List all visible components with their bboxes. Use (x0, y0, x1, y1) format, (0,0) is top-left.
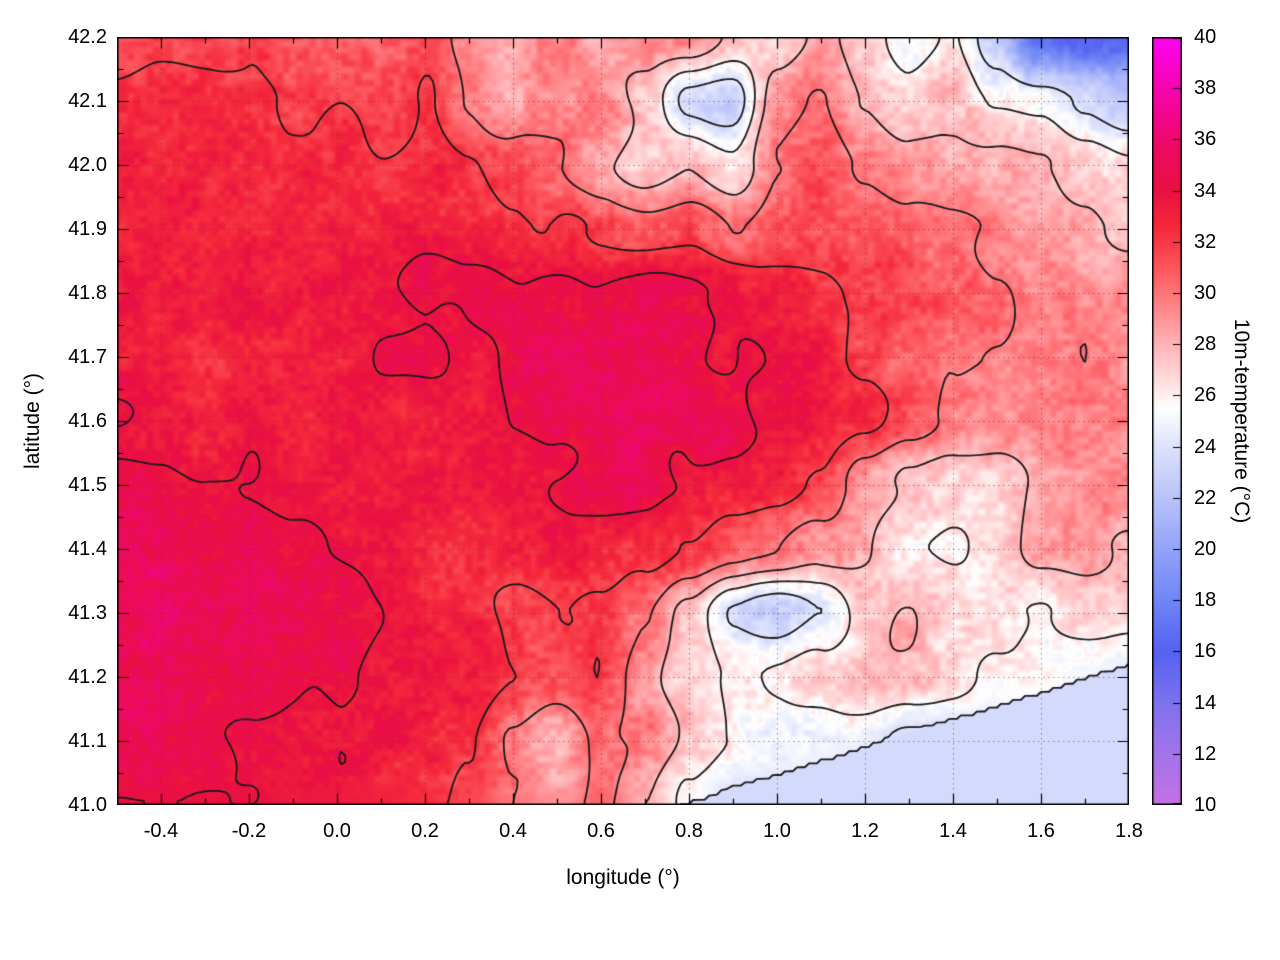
colorbar-tick-label: 28 (1194, 333, 1217, 356)
y-tick-label: 41.0 (68, 794, 107, 816)
colorbar-tick-label: 36 (1194, 128, 1217, 151)
y-tick-label: 42.0 (68, 154, 107, 176)
y-tick-label: 41.9 (68, 218, 107, 240)
x-tick-label: 1.0 (763, 820, 791, 842)
colorbar (1152, 37, 1182, 805)
colorbar-tick-label: 22 (1194, 486, 1217, 509)
x-tick-label: 0.0 (323, 820, 351, 842)
colorbar-tick-label: 18 (1194, 589, 1217, 612)
y-tick-label: 41.5 (68, 474, 107, 496)
heatmap-plot-area (117, 37, 1129, 805)
colorbar-tick-label: 24 (1194, 435, 1217, 458)
x-tick-label: 0.8 (675, 820, 703, 842)
y-tick-label: 41.1 (68, 730, 107, 752)
x-tick-label: 0.6 (587, 820, 615, 842)
x-axis-label: longitude (°) (566, 866, 680, 889)
y-tick-label: 41.4 (68, 538, 107, 560)
colorbar-tick-label: 34 (1194, 179, 1217, 202)
x-tick-label: 1.4 (939, 820, 967, 842)
y-tick-label: 42.2 (68, 26, 107, 48)
x-tick-label: -0.4 (143, 820, 179, 842)
colorbar-tick-label: 32 (1194, 230, 1217, 253)
colorbar-tick-label: 16 (1194, 640, 1217, 663)
colorbar-tick-label: 12 (1194, 742, 1217, 765)
x-tick-label: -0.2 (231, 820, 267, 842)
colorbar-tick-label: 30 (1194, 282, 1217, 304)
x-tick-label: 1.2 (851, 820, 879, 842)
colorbar-tick-label: 14 (1194, 691, 1217, 714)
x-tick-label: 0.2 (411, 820, 439, 842)
x-tick-label: 1.6 (1027, 820, 1055, 842)
y-tick-label: 41.2 (68, 666, 107, 688)
x-tick-label: 0.4 (499, 820, 527, 842)
colorbar-tick-label: 10 (1194, 794, 1217, 816)
y-tick-label: 41.8 (68, 282, 107, 304)
colorbar-tick-label: 38 (1194, 77, 1217, 100)
y-tick-label: 41.6 (68, 410, 107, 432)
y-tick-label: 41.3 (68, 602, 107, 624)
colorbar-axis-label: 10m-temperature (°C) (1230, 318, 1253, 524)
y-tick-label: 42.1 (68, 90, 107, 112)
colorbar-tick-label: 26 (1194, 384, 1217, 407)
colorbar-tick-label: 40 (1194, 26, 1217, 48)
colorbar-tick-label: 20 (1194, 538, 1217, 560)
x-tick-label: 1.8 (1115, 820, 1143, 842)
y-tick-label: 41.7 (68, 346, 107, 368)
